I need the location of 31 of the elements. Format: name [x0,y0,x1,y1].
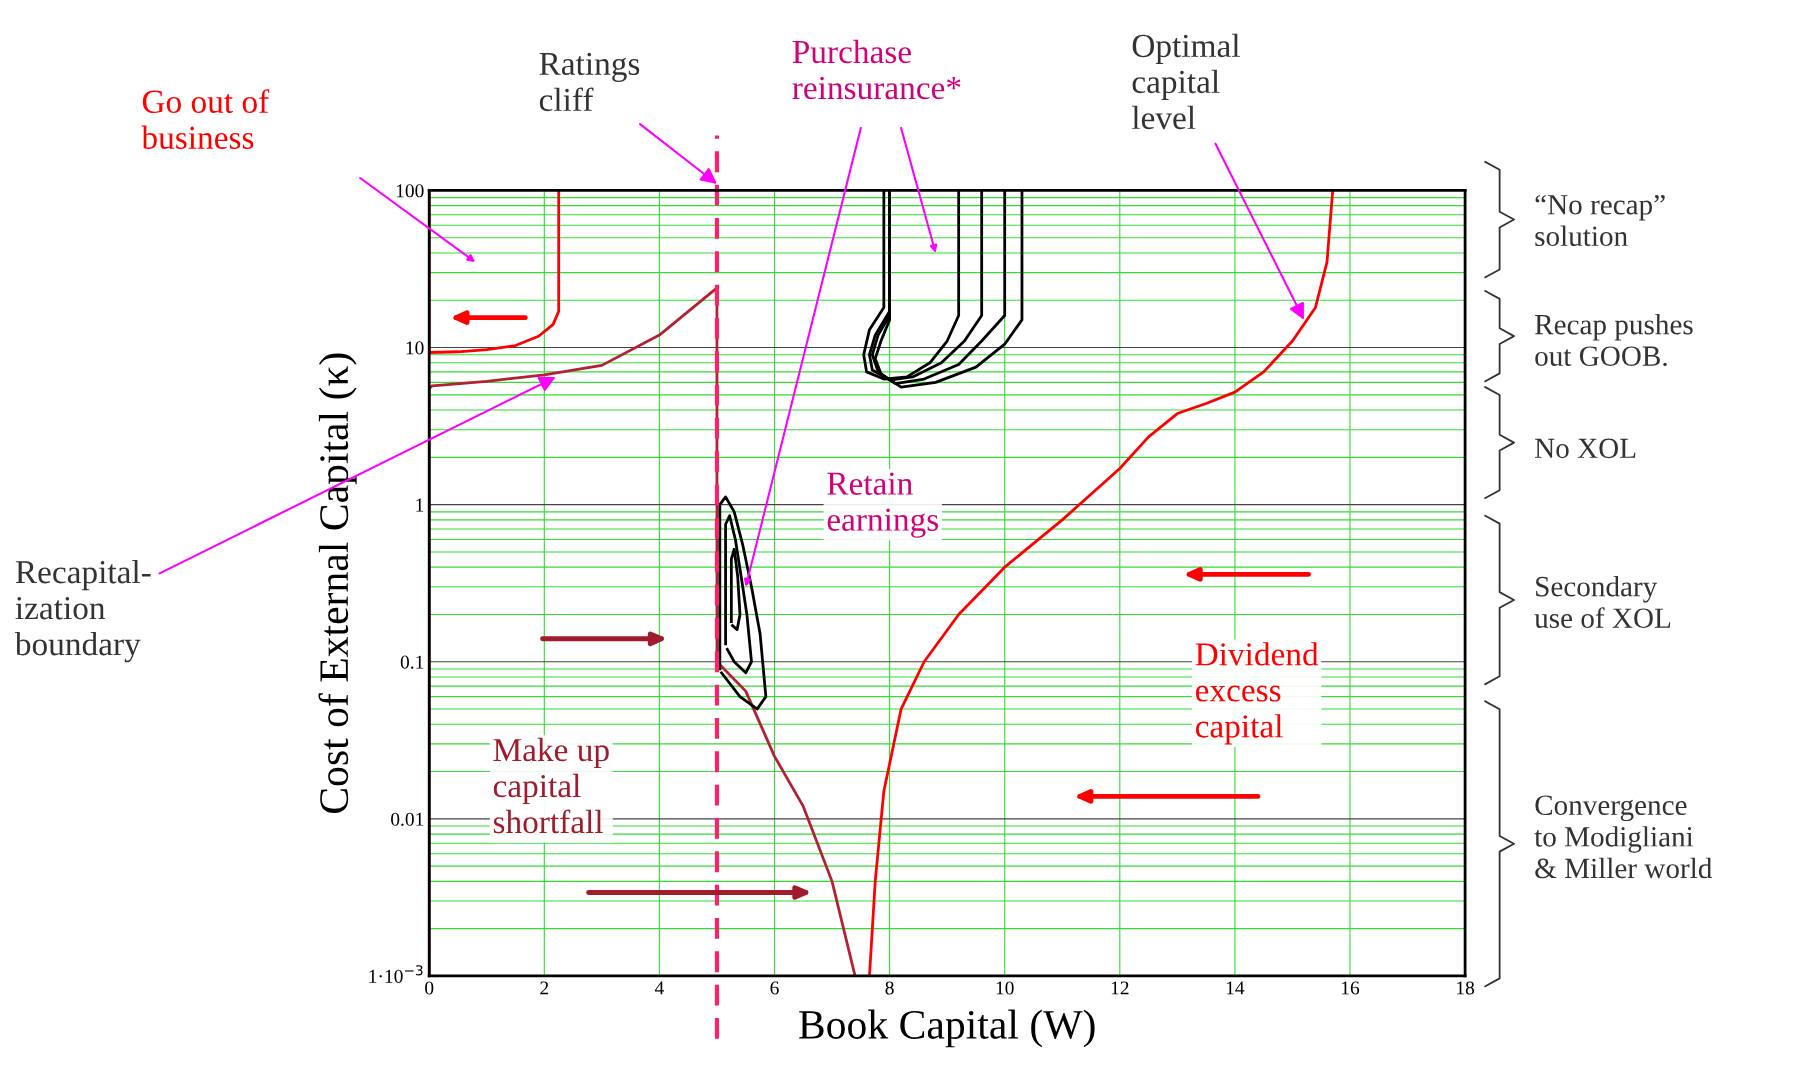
x-tick-label: 8 [885,981,894,995]
y-axis-title: Cost of External Capital (κ) [318,353,357,813]
y-tick-label: 100 [396,184,424,198]
text: Convergence to Modigliani & Miller world [1534,795,1713,879]
y-tick-label: 10 [406,341,424,355]
y-tick-label: 1 [416,498,424,512]
x-tick-label: 18 [1457,981,1475,995]
annotation: Ratings cliff [539,52,640,112]
annotation: Retain earnings [827,472,939,538]
text: Recap pushes out GOOB. [1535,313,1693,367]
text: Purchase reinsurance* [792,39,961,100]
text: Secondary use of XOL [1534,575,1671,629]
annotation: Optimal capital level [1131,33,1240,130]
x-tick-label: 16 [1341,981,1360,995]
x-tick-label: 10 [996,981,1014,995]
x-tick-label: 12 [1111,981,1129,995]
y-tick-label: 0.1 [400,655,424,669]
text: “No recap” solution [1535,194,1665,247]
x-axis-title: Book Capital (W) [799,1009,1095,1048]
text: Go out of business [141,89,270,150]
x-tick-label: 4 [654,981,664,995]
text: No XOL [1535,438,1636,459]
annotation: Dividend excess capital [1195,642,1319,745]
y-tick-label: 0.01 [391,812,424,826]
x-tick-label: 0 [425,981,434,995]
x-tick-label: 2 [540,981,549,995]
annotation: Make up capital shortfall [493,737,609,834]
annotation: Recapital- ization boundary [14,559,151,663]
x-tick-label: 14 [1226,981,1245,995]
x-tick-label: 6 [770,981,779,995]
y-tick-label: 1·10$^{−3}$ [369,965,423,983]
